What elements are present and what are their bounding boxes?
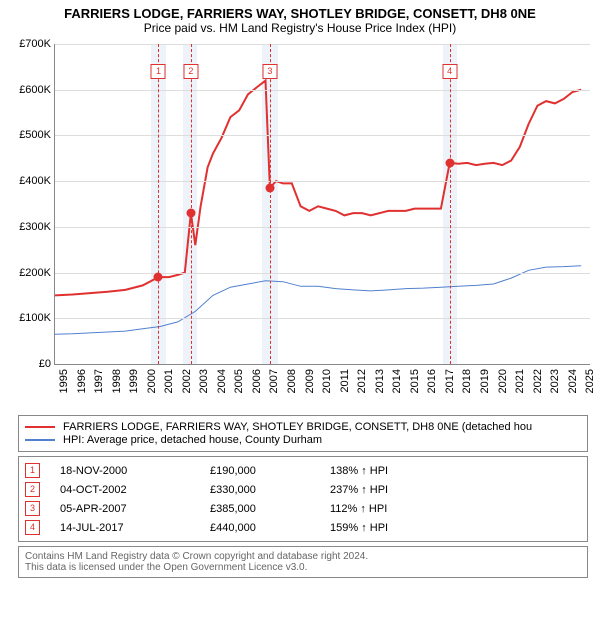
chart-subtitle: Price paid vs. HM Land Registry's House … <box>0 21 600 39</box>
vertical-dash <box>158 44 159 364</box>
sales-table: 1 18-NOV-2000£190,000138% ↑ HPI 2 04-OCT-20… <box>18 456 588 542</box>
x-axis-label: 2007 <box>268 369 280 409</box>
y-axis-label: £300K <box>9 221 51 233</box>
legend-swatch <box>25 426 55 428</box>
x-axis-label: 2020 <box>497 369 509 409</box>
sale-row: 3 05-APR-2007£385,000112% ↑ HPI <box>25 499 581 518</box>
x-axis-label: 2003 <box>198 369 210 409</box>
gridline <box>55 44 590 45</box>
vertical-dash <box>270 44 271 364</box>
x-axis-label: 2015 <box>409 369 421 409</box>
sale-marker-box: 2 <box>183 64 198 79</box>
sale-number-box: 1 <box>25 463 40 478</box>
legend-row: FARRIERS LODGE, FARRIERS WAY, SHOTLEY BR… <box>25 421 581 433</box>
sale-dot <box>265 184 274 193</box>
sale-row: 2 04-OCT-2002£330,000237% ↑ HPI <box>25 480 581 499</box>
legend-label: HPI: Average price, detached house, Coun… <box>63 434 322 446</box>
y-axis-label: £400K <box>9 175 51 187</box>
sale-date: 04-OCT-2002 <box>60 484 210 496</box>
x-axis-label: 2008 <box>286 369 298 409</box>
sale-price: £440,000 <box>210 522 330 534</box>
footer-line1: Contains HM Land Registry data © Crown c… <box>25 551 581 562</box>
sale-price: £190,000 <box>210 465 330 477</box>
x-axis-label: 1995 <box>58 369 70 409</box>
x-axis-label: 2016 <box>426 369 438 409</box>
x-axis-label: 1999 <box>128 369 140 409</box>
x-axis-label: 2006 <box>251 369 263 409</box>
sale-marker-box: 1 <box>151 64 166 79</box>
vertical-dash <box>450 44 451 364</box>
sale-number-box: 3 <box>25 501 40 516</box>
legend-label: FARRIERS LODGE, FARRIERS WAY, SHOTLEY BR… <box>63 421 532 433</box>
x-axis-label: 2010 <box>321 369 333 409</box>
line-svg <box>55 44 590 364</box>
x-axis-label: 2009 <box>304 369 316 409</box>
sale-date: 14-JUL-2017 <box>60 522 210 534</box>
y-axis-label: £600K <box>9 84 51 96</box>
x-axis-label: 2012 <box>356 369 368 409</box>
legend-swatch <box>25 439 55 441</box>
x-axis-label: 1996 <box>76 369 88 409</box>
x-axis-label: 2002 <box>181 369 193 409</box>
x-axis-label: 2014 <box>391 369 403 409</box>
sale-dot <box>186 209 195 218</box>
sale-row: 4 14-JUL-2017£440,000159% ↑ HPI <box>25 518 581 537</box>
sale-relative: 159% ↑ HPI <box>330 522 581 534</box>
sale-row: 1 18-NOV-2000£190,000138% ↑ HPI <box>25 461 581 480</box>
gridline <box>55 318 590 319</box>
x-axis-label: 2005 <box>233 369 245 409</box>
chart-container: FARRIERS LODGE, FARRIERS WAY, SHOTLEY BR… <box>0 0 600 578</box>
x-axis-label: 1997 <box>93 369 105 409</box>
vertical-dash <box>191 44 192 364</box>
sale-relative: 112% ↑ HPI <box>330 503 581 515</box>
gridline <box>55 90 590 91</box>
chart-area: 1 2 3 4 £0 £100K £200K £300K £400K £500K £600K £70… <box>9 39 591 409</box>
x-axis-label: 1998 <box>111 369 123 409</box>
x-axis-label: 2019 <box>479 369 491 409</box>
x-axis-label: 2021 <box>514 369 526 409</box>
y-axis-label: £0 <box>9 358 51 370</box>
sale-date: 05-APR-2007 <box>60 503 210 515</box>
sale-price: £385,000 <box>210 503 330 515</box>
legend-row: HPI: Average price, detached house, Coun… <box>25 434 581 446</box>
sale-dot <box>154 273 163 282</box>
x-axis-label: 2011 <box>339 369 351 409</box>
sale-relative: 138% ↑ HPI <box>330 465 581 477</box>
hpi-line <box>55 266 581 335</box>
x-axis-label: 2001 <box>163 369 175 409</box>
sale-number-box: 2 <box>25 482 40 497</box>
y-axis-label: £200K <box>9 267 51 279</box>
gridline <box>55 227 590 228</box>
sale-price: £330,000 <box>210 484 330 496</box>
x-axis-label: 2025 <box>584 369 596 409</box>
y-axis-label: £100K <box>9 312 51 324</box>
y-axis-label: £700K <box>9 38 51 50</box>
legend-box: FARRIERS LODGE, FARRIERS WAY, SHOTLEY BR… <box>18 415 588 452</box>
gridline <box>55 273 590 274</box>
footer-box: Contains HM Land Registry data © Crown c… <box>18 546 588 578</box>
x-axis-label: 2004 <box>216 369 228 409</box>
gridline <box>55 135 590 136</box>
x-axis-label: 2013 <box>374 369 386 409</box>
x-axis-label: 2023 <box>549 369 561 409</box>
x-axis-label: 2018 <box>461 369 473 409</box>
x-axis-label: 2000 <box>146 369 158 409</box>
x-axis-label: 2022 <box>532 369 544 409</box>
chart-title: FARRIERS LODGE, FARRIERS WAY, SHOTLEY BR… <box>0 0 600 21</box>
sale-relative: 237% ↑ HPI <box>330 484 581 496</box>
sale-marker-box: 3 <box>262 64 277 79</box>
x-axis-label: 2024 <box>567 369 579 409</box>
x-axis-label: 2017 <box>444 369 456 409</box>
sale-marker-box: 4 <box>442 64 457 79</box>
sale-date: 18-NOV-2000 <box>60 465 210 477</box>
footer-line2: This data is licensed under the Open Gov… <box>25 562 581 573</box>
plot-region: 1 2 3 4 <box>54 44 590 365</box>
gridline <box>55 181 590 182</box>
property-line <box>55 81 581 296</box>
sale-number-box: 4 <box>25 520 40 535</box>
y-axis-label: £500K <box>9 129 51 141</box>
sale-dot <box>445 158 454 167</box>
